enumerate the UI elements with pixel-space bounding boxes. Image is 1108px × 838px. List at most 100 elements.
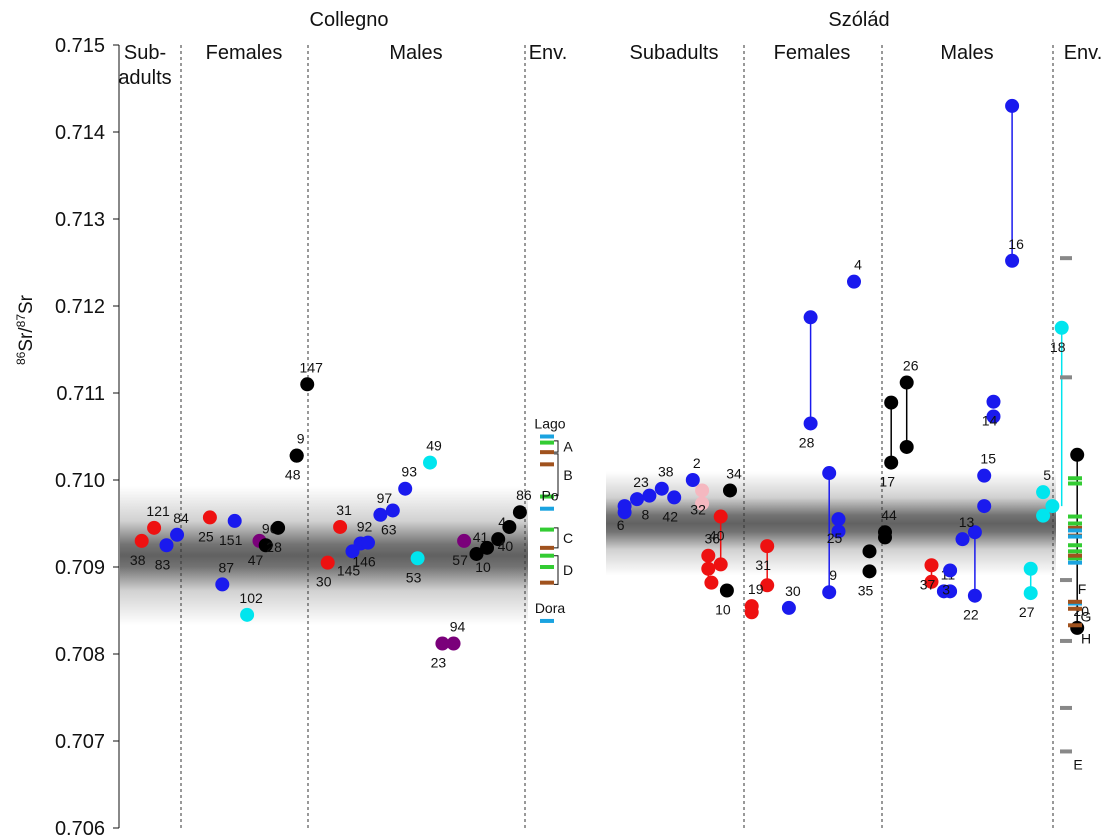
data-point [667, 490, 682, 505]
data-point-label: 83 [155, 556, 171, 572]
data-point-label: 42 [662, 508, 678, 524]
data-point-label: 22 [963, 607, 979, 623]
env-bracket-label: D [563, 562, 573, 578]
env-marker [1068, 514, 1082, 519]
env-marker [1068, 560, 1082, 565]
data-point [704, 575, 719, 590]
data-point [491, 532, 506, 547]
env-bracket [554, 453, 559, 497]
data-point [884, 395, 899, 410]
data-point [502, 519, 517, 534]
env-marker [1068, 549, 1082, 554]
data-point-label: 151 [219, 532, 243, 548]
data-point [955, 532, 970, 547]
data-point [227, 513, 242, 528]
data-point-label: 8 [642, 507, 650, 523]
data-point-label: 37 [920, 576, 936, 592]
data-point-label: 31 [336, 502, 352, 518]
env-marker [1060, 749, 1072, 754]
data-point-label: 93 [401, 464, 417, 480]
data-point [1023, 586, 1038, 601]
data-point-label: 36 [705, 531, 721, 547]
data-point [630, 492, 644, 507]
group-label: adults [118, 67, 171, 89]
data-point-label: 94 [450, 619, 466, 635]
data-point [862, 544, 877, 559]
env-marker [540, 434, 554, 439]
env-bracket-label: A [563, 439, 573, 455]
data-point-label: 40 [498, 538, 514, 554]
data-point [695, 496, 710, 511]
data-point-label: 63 [381, 521, 397, 537]
env-marker [1068, 534, 1082, 539]
env-marker [540, 440, 554, 445]
group-label: Env. [1064, 42, 1103, 64]
data-point-label: 57 [452, 552, 468, 568]
data-point-label: 97 [377, 490, 393, 506]
data-point [300, 377, 315, 392]
env-marker-label: Lago [534, 416, 565, 432]
data-point-label: 9 [297, 431, 305, 447]
data-point [685, 473, 700, 487]
data-point [878, 525, 892, 540]
confidence-band [120, 486, 528, 626]
data-point [333, 519, 348, 534]
env-marker [540, 545, 554, 550]
data-point [847, 274, 861, 289]
group-label: Sub- [124, 42, 166, 64]
data-point-label: 35 [858, 582, 874, 598]
env-marker [1068, 553, 1082, 558]
y-tick-label: 0.711 [56, 383, 105, 405]
data-point-label: 49 [426, 438, 442, 454]
data-point-label: 38 [658, 464, 674, 480]
data-point-label: 2 [693, 455, 701, 471]
data-point-label: 13 [959, 514, 975, 530]
env-marker [1068, 623, 1082, 628]
data-point [924, 574, 939, 589]
data-point [701, 561, 716, 576]
group-label: Subadults [630, 42, 719, 64]
env-marker [540, 506, 554, 511]
data-point-label: 41 [473, 529, 489, 545]
data-point-label: 87 [219, 559, 235, 575]
data-point-label: 145 [337, 562, 361, 578]
site-title: Collegno [310, 9, 389, 31]
y-tick-label: 0.710 [55, 470, 105, 492]
data-point-label: 16 [1008, 236, 1024, 252]
data-point-label: 23 [431, 655, 447, 671]
data-point [760, 539, 775, 554]
y-axis-label: 86Sr/87Sr [14, 294, 37, 365]
data-point [385, 503, 400, 518]
env-marker [1060, 705, 1072, 710]
data-point-label: 18 [1050, 339, 1066, 355]
data-point-label: 40 [709, 528, 725, 544]
data-point [977, 468, 992, 483]
data-point [240, 607, 255, 622]
data-point [803, 416, 818, 431]
data-point [642, 488, 657, 503]
data-point [986, 409, 1001, 424]
env-marker [1068, 481, 1082, 486]
env-marker-label: E [1073, 756, 1082, 772]
env-bracket [554, 527, 559, 549]
data-point-label: 31 [755, 557, 771, 573]
data-point-label: 4 [854, 257, 862, 273]
data-point-label: 121 [146, 503, 170, 519]
data-point [1070, 447, 1085, 462]
data-point [258, 538, 273, 553]
data-point [202, 510, 217, 525]
data-point [170, 527, 185, 542]
env-marker-label: H [1081, 630, 1091, 646]
env-marker [540, 494, 554, 499]
data-point [719, 583, 734, 598]
data-point-label: 23 [633, 474, 649, 490]
env-marker [540, 565, 554, 569]
data-point-label: 14 [982, 413, 998, 429]
data-point [967, 588, 982, 603]
env-bracket-label: C [563, 530, 573, 546]
env-marker [1068, 521, 1082, 526]
data-point [822, 585, 837, 600]
env-marker [1060, 256, 1072, 261]
y-tick-label: 0.712 [55, 296, 105, 318]
